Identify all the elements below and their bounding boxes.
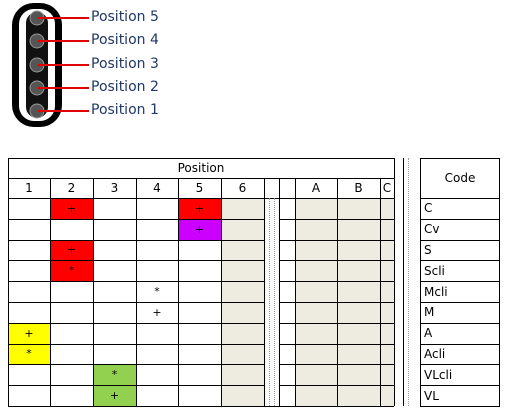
column-header: 4 [153,181,161,195]
code-value: Mcli [424,284,448,299]
grid-line [420,302,500,303]
grid-line [279,178,280,406]
grid-line [420,158,500,159]
position-label: Position 4 [91,32,159,48]
grid-line [279,302,394,303]
grid-line [264,198,279,199]
highlight-cell [50,260,93,282]
cell-mark: + [194,201,205,215]
grid-line [420,322,500,324]
position-label: Position 5 [91,9,159,25]
grid-line [8,158,394,159]
highlight-cell [8,322,50,344]
dotted-separator [274,198,275,406]
column-header: 6 [238,181,247,195]
grid-line [221,178,222,406]
grid-line [136,178,137,406]
cell-mark: + [66,243,77,257]
code-value: VLcli [424,367,453,382]
cell-mark: + [194,222,205,236]
grid-line [380,178,381,406]
highlight-cell [93,385,136,406]
cell-mark: + [66,201,77,215]
column-header: 5 [195,181,204,195]
code-value: A [424,326,433,341]
grid-line [279,322,394,324]
grid-line [264,406,279,407]
grid-line [279,239,394,241]
highlight-cell [178,198,221,219]
code-value: Scli [424,263,445,278]
grid-line [420,281,500,283]
code-header: Code [444,171,476,185]
grid-line [295,178,296,406]
cell-mark: + [152,305,162,319]
position-label: Position 1 [91,102,159,118]
grid-line [420,364,500,366]
grid-line [8,406,264,407]
grid-line [420,406,500,407]
grid-line [279,364,394,366]
column-header: 2 [67,181,76,195]
column-header: B [354,181,363,195]
grid-line [337,178,338,406]
grid-line [279,406,394,407]
grid-line [420,198,500,199]
grid-line [420,218,500,220]
dotted-separator [408,158,409,406]
highlight-cell [93,364,136,386]
grid-line [279,218,394,220]
grid-line [8,198,394,199]
code-value: Cv [424,222,440,237]
grid-line [8,158,9,406]
grid-line [93,178,94,406]
cell-mark: + [109,389,120,403]
position-label: Position 3 [91,56,159,72]
grid-line [264,178,265,406]
grid-line [394,158,395,406]
code-value: VL [424,388,439,403]
grid-line [420,239,500,241]
grid-line [279,281,394,283]
cell-mark: * [111,368,118,382]
position-code-table: Position Code 1 2 3 4 5 6 A B C + + C + Cv + S * Scli * Mcli +… [8,158,500,407]
cell-mark: * [26,347,32,361]
highlight-cell [178,218,221,240]
grid-line [499,158,500,406]
grid-line [8,178,394,179]
code-value: M [424,305,435,320]
grid-line [420,343,500,345]
grid-line [279,260,394,262]
rotary-switch-diagram [12,3,89,127]
position-header: Position [177,161,225,175]
grid-line [420,260,500,262]
cell-mark: * [154,285,160,299]
dotted-separator [269,198,270,406]
grid-line [279,385,394,387]
highlight-cell [50,198,93,219]
code-value: C [424,201,433,216]
highlight-cell [8,343,50,365]
code-value: S [424,242,432,257]
position-label: Position 2 [91,79,159,95]
highlight-cell [50,239,93,261]
column-header: 1 [25,181,33,195]
code-value: Acli [424,346,446,361]
grid-line [403,158,404,406]
grid-line [50,178,51,406]
cell-mark: + [24,326,34,340]
grid-line [279,343,394,345]
grid-line [420,385,500,387]
column-header: 3 [110,181,119,195]
grid-line [420,158,421,406]
column-header: A [311,181,321,195]
column-header: C [382,181,392,195]
cell-mark: * [68,264,75,278]
grid-line [178,178,179,406]
